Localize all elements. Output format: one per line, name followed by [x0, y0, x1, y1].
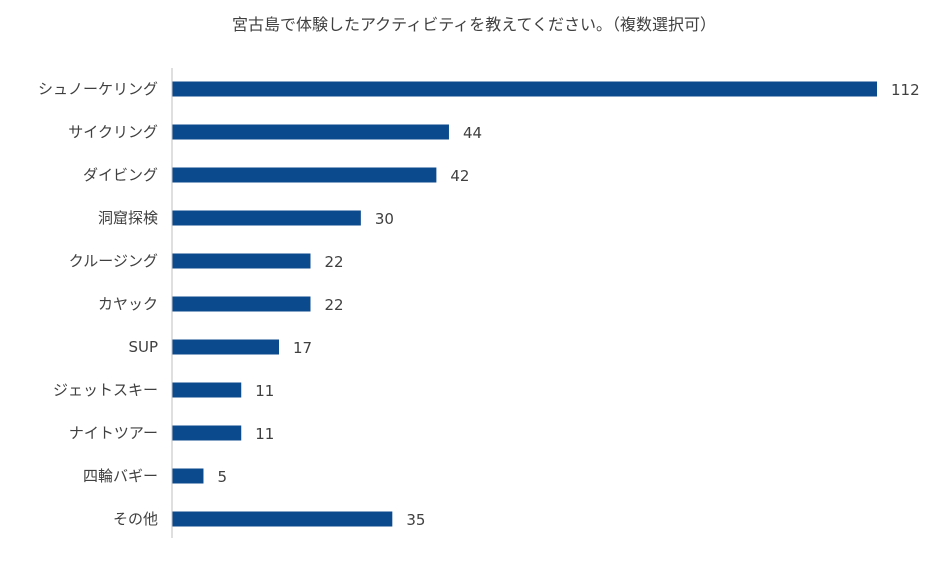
category-label: 洞窟探検	[98, 209, 158, 227]
category-label: ジェットスキー	[53, 381, 158, 399]
value-label: 17	[293, 339, 312, 357]
category-label: その他	[113, 510, 158, 528]
category-label: SUP	[128, 338, 158, 356]
category-label: カヤック	[98, 295, 158, 313]
bar	[172, 382, 242, 398]
bar	[172, 81, 877, 97]
category-label: サイクリング	[68, 123, 158, 141]
bar	[172, 253, 311, 269]
value-label: 22	[324, 253, 343, 271]
value-label: 35	[406, 511, 425, 529]
category-label: クルージング	[69, 252, 158, 270]
bar	[172, 296, 311, 312]
bars-layer: シュノーケリング 112 サイクリング 44 ダイビング 42 洞窟探検 30 クルージング 22…	[38, 80, 920, 529]
category-label: ダイビング	[83, 166, 158, 184]
bar	[172, 468, 204, 484]
category-label: ナイトツアー	[69, 424, 158, 442]
bar	[172, 425, 242, 441]
bar	[172, 511, 393, 527]
category-label: 四輪バギー	[83, 467, 158, 485]
value-label: 42	[450, 167, 469, 185]
bar	[172, 124, 449, 140]
category-label: シュノーケリング	[38, 80, 158, 98]
value-label: 11	[255, 382, 274, 400]
value-label: 44	[463, 124, 482, 142]
value-label: 112	[891, 81, 920, 99]
value-label: 11	[255, 425, 274, 443]
bar	[172, 210, 361, 226]
chart-title: 宮古島で体験したアクティビティを教えてください。（複数選択可）	[232, 15, 716, 34]
value-label: 30	[375, 210, 394, 228]
bar	[172, 339, 280, 355]
value-label: 5	[217, 468, 227, 486]
value-label: 22	[324, 296, 343, 314]
bar	[172, 167, 437, 183]
